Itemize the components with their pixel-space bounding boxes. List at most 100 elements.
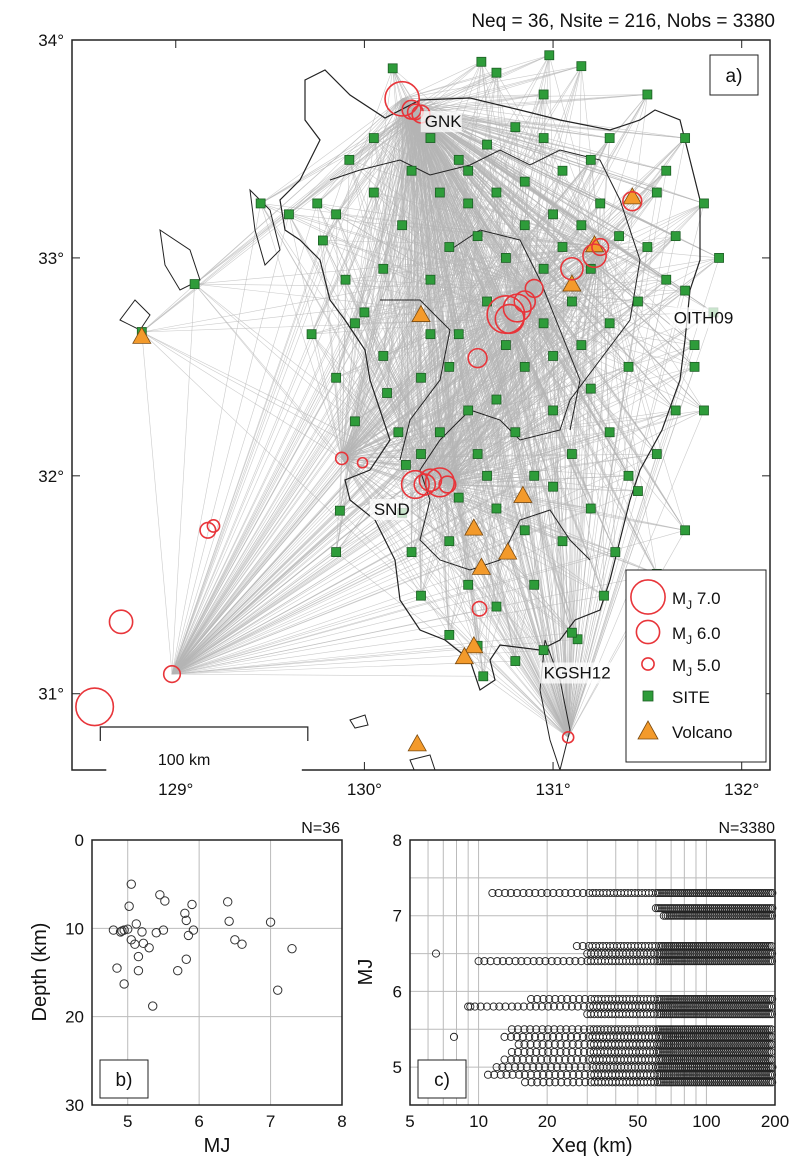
scale-bar-label: 100 km xyxy=(158,752,210,769)
mag-dist-point xyxy=(696,957,705,966)
ray-path xyxy=(496,246,601,607)
mag-dist-point xyxy=(575,1078,584,1087)
ray-path xyxy=(505,246,601,346)
ray-path xyxy=(171,595,605,675)
mag-dist-point xyxy=(700,957,709,966)
site-marker xyxy=(500,253,511,263)
mag-dist-point xyxy=(665,911,674,920)
mag-dist-point xyxy=(662,888,671,898)
mag-dist-point xyxy=(726,911,735,920)
site-marker xyxy=(491,503,502,514)
mag-dist-points xyxy=(431,888,777,1087)
mag-dist-point xyxy=(566,1032,576,1041)
ray-path xyxy=(322,240,510,320)
ray-path xyxy=(420,113,582,226)
site-marker xyxy=(425,329,436,340)
mag-dist-point xyxy=(537,888,546,898)
site-marker xyxy=(340,274,351,285)
mag-dist-point xyxy=(525,1055,534,1064)
mag-dist-point xyxy=(768,888,777,898)
mag-dist-point xyxy=(715,1002,724,1011)
mag-dist-point xyxy=(572,1055,581,1064)
mag-dist-point xyxy=(665,994,675,1004)
mag-dist-point xyxy=(702,994,711,1004)
mag-dist-point xyxy=(538,1047,547,1057)
mag-dist-point xyxy=(744,994,753,1004)
ray-path xyxy=(354,421,425,485)
earthquake-marker xyxy=(467,347,488,369)
ray-path xyxy=(141,246,601,333)
mag-dist-point xyxy=(724,957,733,966)
ray-path xyxy=(171,203,318,675)
ray-path xyxy=(458,159,601,248)
ray-path xyxy=(171,203,469,675)
ray-path xyxy=(449,541,569,738)
depth-x-tick-label: 6 xyxy=(194,1112,203,1131)
mag-dist-point xyxy=(738,1010,747,1019)
depth-y-tick-label: 0 xyxy=(75,831,84,850)
ray-path xyxy=(171,68,393,675)
mag-dist-point xyxy=(692,1010,701,1019)
ray-path xyxy=(402,94,544,100)
map-x-tick-label: 129° xyxy=(158,780,193,799)
mag-dist-point xyxy=(695,1002,704,1011)
ray-path xyxy=(141,331,448,485)
mag-dist-point xyxy=(723,1055,732,1064)
mag-dist-point xyxy=(730,994,739,1004)
mag-dist-point xyxy=(506,888,515,898)
site-marker xyxy=(425,133,436,143)
site-marker xyxy=(406,165,417,176)
ray-path xyxy=(430,318,510,335)
site-marker xyxy=(397,220,408,231)
mag-dist-point xyxy=(754,957,763,966)
mag-dist-point xyxy=(681,1010,691,1019)
mag-dist-x-tick-label: 200 xyxy=(761,1112,789,1131)
mag-dist-point xyxy=(760,1078,769,1087)
mag-dist-point xyxy=(687,1055,696,1064)
ray-path xyxy=(411,61,482,110)
ray-path xyxy=(288,214,601,248)
mag-dist-point xyxy=(663,1010,672,1019)
map-panel: 129° 130° 131° 132° 31° 32° 33° 34° GNK OITH09 SN… xyxy=(38,31,771,799)
mag-dist-point xyxy=(682,994,691,1004)
mag-dist-point xyxy=(655,904,665,913)
ray-path xyxy=(599,246,676,411)
site-marker xyxy=(548,209,558,220)
mag-dist-point xyxy=(686,888,695,898)
mag-dist-point xyxy=(708,1010,717,1019)
ray-path xyxy=(260,113,422,204)
mag-dist-point xyxy=(708,888,717,898)
mag-dist-point xyxy=(677,911,687,920)
ray-path xyxy=(424,484,525,531)
mag-dist-point xyxy=(519,888,528,898)
site-marker xyxy=(642,89,653,100)
mag-dist-point xyxy=(517,957,526,966)
mag-dist-point xyxy=(693,1055,702,1064)
ray-path xyxy=(339,510,569,738)
legend-label: MJ 6.0 xyxy=(672,624,721,647)
mag-dist-point xyxy=(702,888,711,898)
mag-dist-point xyxy=(673,1055,682,1064)
mag-dist-point xyxy=(496,1070,505,1079)
mag-dist-point xyxy=(661,911,670,920)
site-marker xyxy=(491,67,502,78)
ray-path xyxy=(599,246,705,411)
mag-dist-point xyxy=(688,911,697,920)
map-x-tick-label: 132° xyxy=(724,780,759,799)
depth-point xyxy=(183,930,194,941)
mag-dist-point xyxy=(726,888,735,898)
ray-path xyxy=(349,159,601,248)
ray-path xyxy=(534,288,705,411)
mag-dist-point xyxy=(675,1010,684,1019)
mag-dist-point xyxy=(679,911,689,920)
mag-dist-point xyxy=(705,1002,714,1011)
mag-dist-point xyxy=(537,1002,546,1011)
ray-path xyxy=(477,235,601,248)
mag-dist-point xyxy=(754,994,763,1004)
site-marker xyxy=(312,198,323,209)
mag-dist-point xyxy=(741,1055,750,1064)
mag-dist-point xyxy=(716,1078,725,1087)
ray-path xyxy=(398,288,535,433)
mag-dist-point xyxy=(565,957,574,966)
mag-dist-point xyxy=(712,888,721,898)
